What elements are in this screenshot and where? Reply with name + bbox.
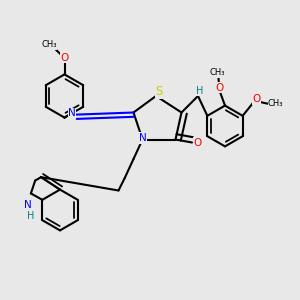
Text: O: O — [193, 137, 202, 148]
Text: CH₃: CH₃ — [41, 40, 57, 50]
Text: H: H — [27, 211, 34, 221]
Text: O: O — [60, 53, 69, 63]
Text: N: N — [139, 133, 146, 143]
Text: CH₃: CH₃ — [210, 68, 225, 77]
Text: N: N — [24, 200, 32, 210]
Text: H: H — [196, 85, 203, 96]
Text: O: O — [215, 82, 223, 93]
Text: S: S — [155, 85, 163, 98]
Text: CH₃: CH₃ — [268, 99, 283, 108]
Text: N: N — [68, 108, 76, 118]
Text: O: O — [252, 94, 260, 104]
